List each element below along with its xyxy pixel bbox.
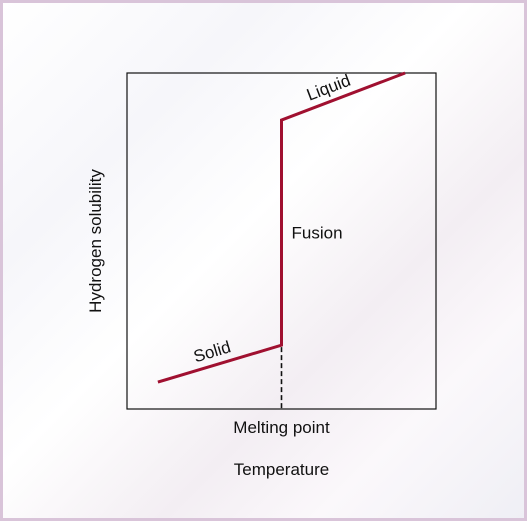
y-axis-label: Hydrogen solubility [86,169,105,313]
solubility-chart: Solid Fusion Liquid Melting point Temper… [86,71,437,479]
liquid-label: Liquid [304,71,353,105]
x-axis-label: Temperature [234,460,329,479]
fusion-label: Fusion [292,224,343,243]
melting-point-label: Melting point [233,418,330,437]
solubility-curve [157,71,406,384]
plot-frame [126,72,437,410]
